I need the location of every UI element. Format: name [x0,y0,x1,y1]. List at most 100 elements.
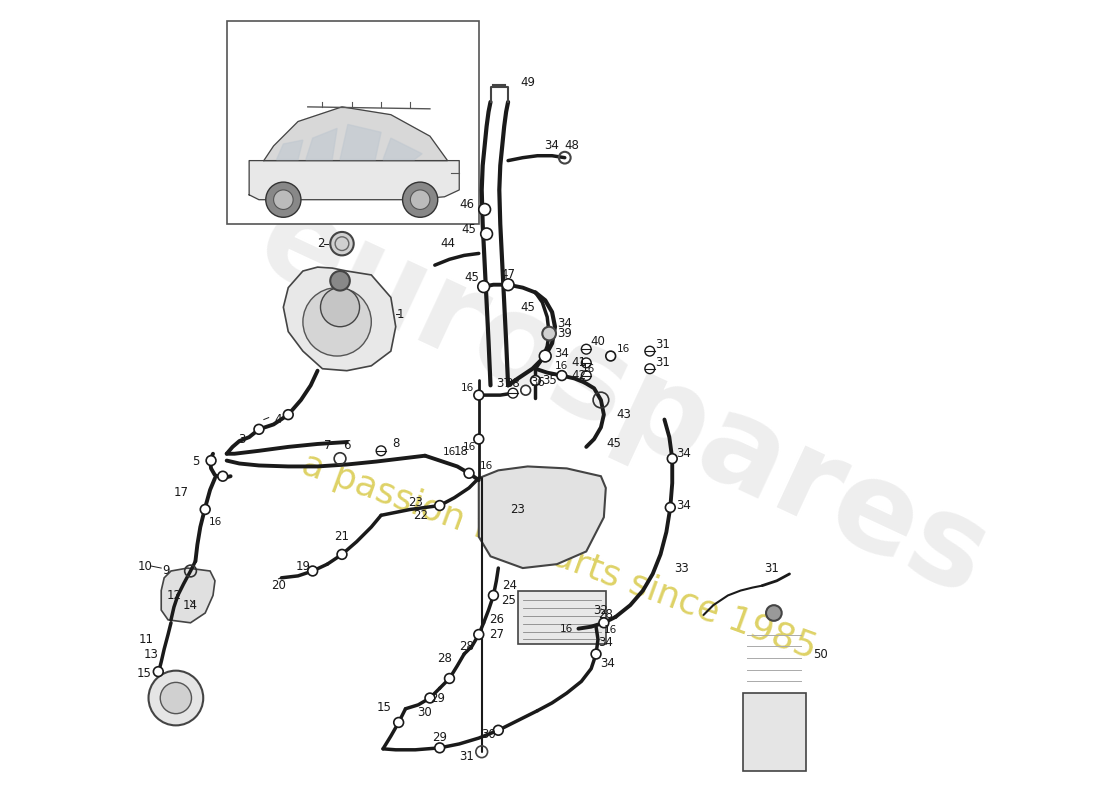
Circle shape [481,228,493,240]
Text: 5: 5 [191,455,199,468]
Text: 28: 28 [460,640,474,653]
Text: 36: 36 [530,376,544,389]
Polygon shape [250,161,459,200]
Text: a passion for parts since 1985: a passion for parts since 1985 [297,447,821,666]
Circle shape [582,344,591,354]
Circle shape [488,590,498,600]
Polygon shape [340,125,381,160]
Text: 16: 16 [480,462,493,471]
Circle shape [308,566,318,576]
Text: 48: 48 [564,139,579,153]
Text: 41: 41 [571,356,586,370]
Circle shape [508,388,518,398]
Circle shape [434,501,444,510]
Circle shape [376,446,386,456]
Circle shape [474,434,484,444]
Text: 16: 16 [443,446,456,457]
Circle shape [302,288,372,356]
Text: 42: 42 [571,369,586,382]
Text: 30: 30 [418,706,432,719]
Text: 29: 29 [432,730,448,744]
Text: 25: 25 [500,594,516,607]
Circle shape [645,346,654,356]
Circle shape [606,351,616,361]
Circle shape [206,456,216,466]
Text: 37: 37 [496,377,510,390]
Circle shape [478,204,491,215]
Circle shape [148,670,204,726]
Text: 34: 34 [676,447,692,460]
Circle shape [284,410,293,419]
Text: 45: 45 [606,438,621,450]
Circle shape [410,190,430,210]
Text: 34: 34 [676,499,692,512]
Text: 12: 12 [166,589,182,602]
Text: 23: 23 [408,496,422,509]
Text: 15: 15 [136,667,151,680]
Text: 31: 31 [460,750,474,763]
Text: 29: 29 [430,691,446,705]
Text: 28: 28 [598,609,613,622]
Text: 17: 17 [174,486,188,499]
Polygon shape [284,267,396,370]
Text: 46: 46 [460,198,474,211]
Circle shape [539,350,551,362]
Circle shape [530,375,540,386]
Circle shape [591,649,601,659]
Circle shape [557,370,566,381]
Text: 28: 28 [437,653,452,666]
Circle shape [645,364,654,374]
Text: 27: 27 [488,628,504,641]
Circle shape [330,271,350,290]
Polygon shape [306,128,337,160]
Text: 33: 33 [674,562,690,574]
Circle shape [200,505,210,514]
Text: 34: 34 [554,346,570,359]
Text: 1: 1 [397,307,405,321]
Text: 16: 16 [560,624,573,634]
Text: 26: 26 [488,614,504,626]
Text: 34: 34 [598,636,613,649]
Circle shape [668,454,678,463]
Text: 16: 16 [556,361,569,371]
Text: 14: 14 [183,598,198,612]
Circle shape [394,718,404,727]
Circle shape [425,693,435,703]
Text: 2: 2 [317,237,324,250]
Circle shape [434,743,444,753]
Polygon shape [162,568,214,622]
Text: 31: 31 [764,562,780,574]
Circle shape [474,390,484,400]
Polygon shape [264,107,448,161]
Text: 22: 22 [412,509,428,522]
Text: 40: 40 [591,335,605,348]
Text: 19: 19 [296,560,310,573]
Text: 18: 18 [454,446,469,458]
Circle shape [320,288,360,326]
Text: 45: 45 [520,301,535,314]
Text: 34: 34 [601,658,615,670]
Text: 24: 24 [503,579,517,592]
Text: 34: 34 [558,318,572,330]
Text: 31: 31 [654,356,670,370]
Text: 34: 34 [544,139,560,153]
Circle shape [503,279,514,290]
Bar [227,21,478,224]
Text: 39: 39 [558,327,572,340]
Text: 16: 16 [582,364,595,374]
Circle shape [330,232,354,255]
Text: 49: 49 [520,76,535,89]
Text: 50: 50 [813,647,828,661]
Text: 16: 16 [462,442,475,452]
Text: 16: 16 [208,517,221,527]
Text: 45: 45 [462,222,476,235]
Text: 3: 3 [239,433,246,446]
Text: 6: 6 [343,439,351,453]
Text: 32: 32 [594,603,608,617]
Text: 35: 35 [542,374,557,387]
Circle shape [474,630,484,639]
Circle shape [218,471,228,481]
Text: 16: 16 [604,625,617,634]
Text: 7: 7 [323,439,331,453]
Text: 23: 23 [510,503,526,516]
